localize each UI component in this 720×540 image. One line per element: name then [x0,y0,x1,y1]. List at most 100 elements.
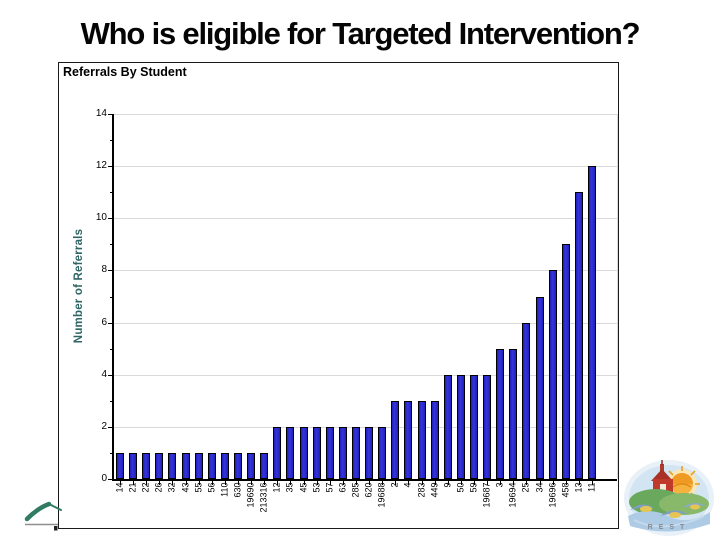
x-tick-label: 19694 [507,482,518,508]
bar [116,452,124,479]
h-gridline [113,270,617,272]
bar [469,374,478,479]
bar [561,244,570,479]
bar [378,426,387,479]
bar [155,452,164,479]
x-tick-label: 45 [298,482,309,493]
x-tick [500,481,502,485]
x-tick-label: 19688 [376,482,387,508]
x-tick-label: 285 [350,482,361,498]
x-tick [277,481,279,485]
x-tick [487,481,489,485]
x-tick-label: 53 [311,482,322,493]
y-tick-label: 0 [101,473,107,484]
x-tick-label: 620 [363,482,374,498]
x-tick [513,481,515,485]
y-major-tick [108,426,113,428]
y-tick-label: 6 [101,316,107,328]
x-tick [133,481,135,485]
x-tick [539,481,541,485]
bar [522,322,531,479]
y-tick-label: 8 [101,264,107,276]
bar [509,348,518,479]
x-tick [460,481,462,485]
x-tick-label: 213316 [258,482,269,513]
h-gridline [113,114,617,115]
slide-title: Who is eligible for Targeted Interventio… [80,16,641,51]
bar [299,426,308,479]
bar [391,400,400,479]
x-tick-label: 32 [166,482,177,493]
x-tick [342,481,344,485]
h-gridline [113,166,617,168]
bar [483,374,492,479]
x-tick-label: 22 [140,482,151,493]
x-tick-label: 630 [232,482,243,498]
bar [430,400,439,479]
y-minor-tick [110,296,113,298]
x-tick [224,481,226,485]
y-minor-tick [110,244,113,246]
x-tick [591,481,593,485]
x-tick-label: 19696 [547,482,558,508]
x-tick [290,481,292,485]
bar [351,426,360,479]
x-tick [408,481,410,485]
y-minor-tick [110,452,113,454]
x-tick-label: 57 [324,482,335,493]
y-major-tick [108,166,113,168]
x-tick-label: 283 [416,482,427,498]
x-tick-label: 26 [153,482,164,493]
x-tick-label: 110 [219,482,230,497]
x-tick [251,481,253,485]
bar [168,452,177,479]
bar [260,452,269,479]
x-tick-label: 34 [534,482,545,493]
bar [194,452,203,479]
y-tick-label: 12 [95,160,107,172]
x-tick-label: 12 [271,482,282,493]
y-minor-tick [110,348,113,350]
x-tick-label: 458 [560,482,571,498]
plot-area: 0 2 4 6 8 10 12 14 14 21 22 26 32 43 55 56 110 630 19690 21… [59,63,618,528]
y-major-tick [108,114,113,115]
x-tick-label: 21 [127,482,138,493]
x-tick-label: 19690 [245,482,256,508]
y-major-tick [108,270,113,272]
y-tick-label: 4 [101,368,107,380]
y-major-tick [108,374,113,376]
x-tick [526,481,528,485]
x-tick-label: 56 [206,482,217,493]
referrals-chart: Referrals By Student Number of Referrals… [58,62,619,529]
bar [286,426,295,479]
bar [129,452,138,479]
bar [220,452,229,479]
bar [233,452,242,479]
bar [574,192,583,479]
x-tick-label: 19687 [481,482,492,508]
x-tick [552,481,554,485]
h-gridline [113,322,617,324]
crest-graphic-icon [624,460,714,536]
bar [181,452,190,479]
h-gridline [113,374,617,376]
x-tick-label: 449 [429,482,440,498]
x-tick [198,481,200,485]
bar [207,452,216,479]
bar [312,426,321,479]
x-tick [211,481,213,485]
bar [443,374,452,479]
x-tick [237,481,239,485]
bar [587,166,596,479]
x-tick [120,481,121,485]
bar [142,452,151,479]
bar [456,374,465,479]
chart-title: Referrals By Student [63,65,187,79]
x-tick [421,481,423,485]
x-tick [303,481,305,485]
x-tick [355,481,357,485]
x-tick-label: 3 [494,482,505,488]
bar [247,452,256,479]
y-minor-tick [110,140,113,142]
